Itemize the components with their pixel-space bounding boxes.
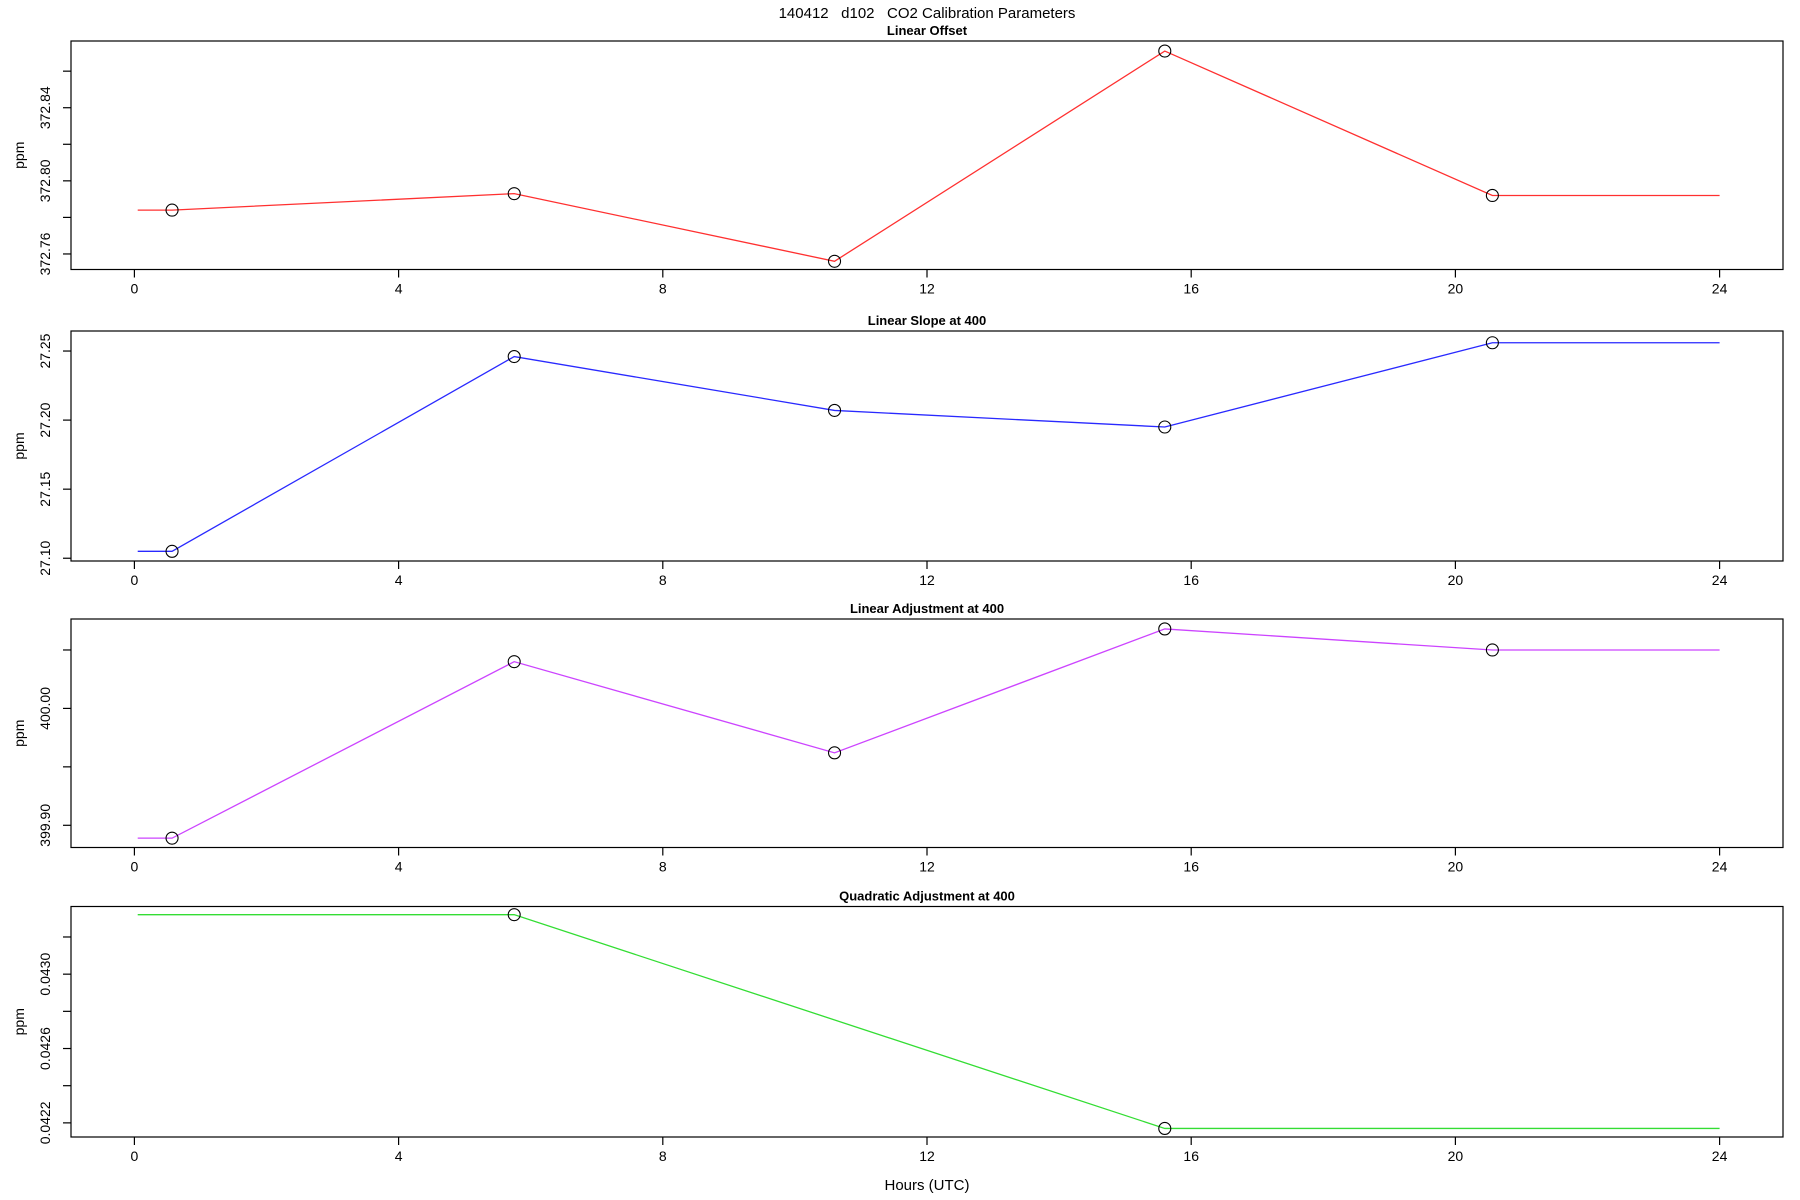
x-tick-label: 24 [1712, 572, 1728, 588]
x-tick-label: 4 [395, 572, 403, 588]
x-tick-label: 12 [919, 859, 935, 875]
y-tick-label: 27.25 [37, 333, 53, 368]
y-tick-label: 27.15 [37, 471, 53, 506]
series-line [137, 50, 1720, 262]
x-tick-label: 16 [1183, 859, 1199, 875]
x-tick-label: 20 [1448, 572, 1464, 588]
x-tick-label: 0 [131, 859, 139, 875]
y-tick-label: 399.90 [37, 804, 53, 847]
y-tick-label: 372.76 [37, 232, 53, 275]
data-point-marker [827, 254, 842, 268]
y-axis-label: ppm [11, 432, 27, 459]
data-point-marker [1485, 643, 1499, 657]
data-point-marker [507, 655, 521, 669]
x-tick-label: 0 [131, 1148, 139, 1164]
data-point-marker [507, 908, 521, 922]
data-point-marker [507, 350, 521, 364]
data-point-marker [507, 187, 521, 201]
data-point-marker [165, 203, 179, 217]
x-tick-label: 20 [1448, 281, 1464, 297]
x-tick-label: 20 [1448, 859, 1464, 875]
x-tick-label: 24 [1712, 281, 1728, 297]
x-tick-label: 4 [395, 1148, 403, 1164]
y-tick-label: 0.0430 [37, 953, 53, 996]
plot-box [70, 40, 1784, 271]
y-tick-label: 372.84 [37, 86, 53, 129]
data-point-marker [1158, 420, 1172, 434]
x-tick-label: 8 [659, 859, 667, 875]
y-tick-label: 372.80 [37, 159, 53, 202]
x-tick-label: 20 [1448, 1148, 1464, 1164]
y-tick-label: 27.20 [37, 402, 53, 437]
x-tick-label: 16 [1183, 572, 1199, 588]
data-point-marker [1485, 336, 1499, 350]
x-tick-label: 4 [395, 281, 403, 297]
x-tick-label: 12 [919, 1148, 935, 1164]
x-tick-label: 12 [919, 281, 935, 297]
series-line [137, 342, 1720, 552]
panel-title: Linear Offset [887, 23, 968, 38]
x-tick-label: 24 [1712, 1148, 1728, 1164]
panel-title: Linear Adjustment at 400 [850, 601, 1004, 616]
data-point-marker [1158, 1121, 1172, 1135]
data-point-marker [1158, 44, 1172, 58]
plot-box [70, 618, 1784, 849]
data-point-marker [165, 831, 179, 845]
plot-box [70, 905, 1784, 1138]
y-axis-label: ppm [11, 1008, 27, 1035]
series-line [137, 914, 1720, 1130]
data-point-marker [827, 403, 842, 417]
data-point-marker [1485, 188, 1499, 203]
x-tick-label: 8 [659, 572, 667, 588]
panel-title: Quadratic Adjustment at 400 [839, 889, 1015, 904]
data-point-marker [1158, 622, 1172, 636]
x-tick-label: 4 [395, 859, 403, 875]
panel-title: Linear Slope at 400 [868, 313, 987, 328]
x-tick-label: 8 [659, 281, 667, 297]
y-axis-label: ppm [11, 142, 27, 169]
x-tick-label: 8 [659, 1148, 667, 1164]
y-axis-label: ppm [11, 720, 27, 747]
x-tick-label: 0 [131, 572, 139, 588]
plot-box [70, 330, 1784, 562]
x-tick-label: 24 [1712, 859, 1728, 875]
series-line [137, 628, 1720, 839]
figure-title: 140412 d102 CO2 Calibration Parameters [778, 5, 1076, 22]
x-tick-label: 12 [919, 572, 935, 588]
y-tick-label: 0.0426 [37, 1027, 53, 1070]
y-tick-label: 400.00 [37, 687, 53, 730]
x-tick-label: 16 [1183, 1148, 1199, 1164]
x-axis-label: Hours (UTC) [885, 1177, 970, 1194]
y-tick-label: 27.10 [37, 541, 53, 576]
data-point-marker [165, 544, 179, 558]
x-tick-label: 0 [131, 281, 139, 297]
data-point-marker [827, 746, 842, 760]
y-tick-label: 0.0422 [37, 1101, 53, 1144]
x-tick-label: 16 [1183, 281, 1199, 297]
